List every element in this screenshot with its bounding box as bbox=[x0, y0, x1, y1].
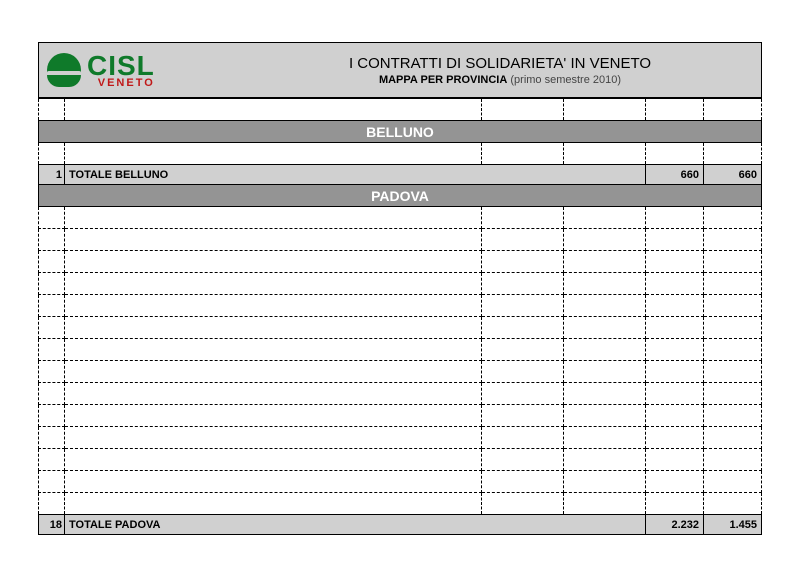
table-row bbox=[39, 427, 762, 449]
logo-text-veneto: VENETO bbox=[98, 78, 155, 89]
table-row bbox=[39, 493, 762, 515]
document-header: CISL VENETO I CONTRATTI DI SOLIDARIETA' … bbox=[38, 42, 762, 98]
table-row bbox=[39, 229, 762, 251]
cisl-logo-mark-icon bbox=[47, 53, 81, 87]
section-header: PADOVA bbox=[39, 185, 762, 207]
table-row bbox=[39, 405, 762, 427]
table-row bbox=[39, 295, 762, 317]
document-title: I CONTRATTI DI SOLIDARIETA' IN VENETO bbox=[239, 55, 761, 72]
table-row bbox=[39, 207, 762, 229]
title-block: I CONTRATTI DI SOLIDARIETA' IN VENETO MA… bbox=[239, 43, 761, 97]
table-row bbox=[39, 471, 762, 493]
data-table: BELLUNO 1TOTALE BELLUNO660660PADOVA 18TO… bbox=[38, 98, 762, 535]
section-total: 1TOTALE BELLUNO660660 bbox=[39, 165, 762, 185]
document-subtitle: MAPPA PER PROVINCIA (primo semestre 2010… bbox=[239, 74, 761, 86]
table-row bbox=[39, 339, 762, 361]
section-header: BELLUNO bbox=[39, 121, 762, 143]
section-total: 18TOTALE PADOVA2.2321.455 bbox=[39, 515, 762, 535]
table-row bbox=[39, 143, 762, 165]
table-row bbox=[39, 273, 762, 295]
logo-text-cisl: CISL bbox=[87, 52, 155, 80]
table-row bbox=[39, 383, 762, 405]
logo: CISL VENETO bbox=[39, 43, 239, 97]
table-row bbox=[39, 317, 762, 339]
table-row bbox=[39, 251, 762, 273]
table-row bbox=[39, 99, 762, 121]
table-row bbox=[39, 361, 762, 383]
table-row bbox=[39, 449, 762, 471]
